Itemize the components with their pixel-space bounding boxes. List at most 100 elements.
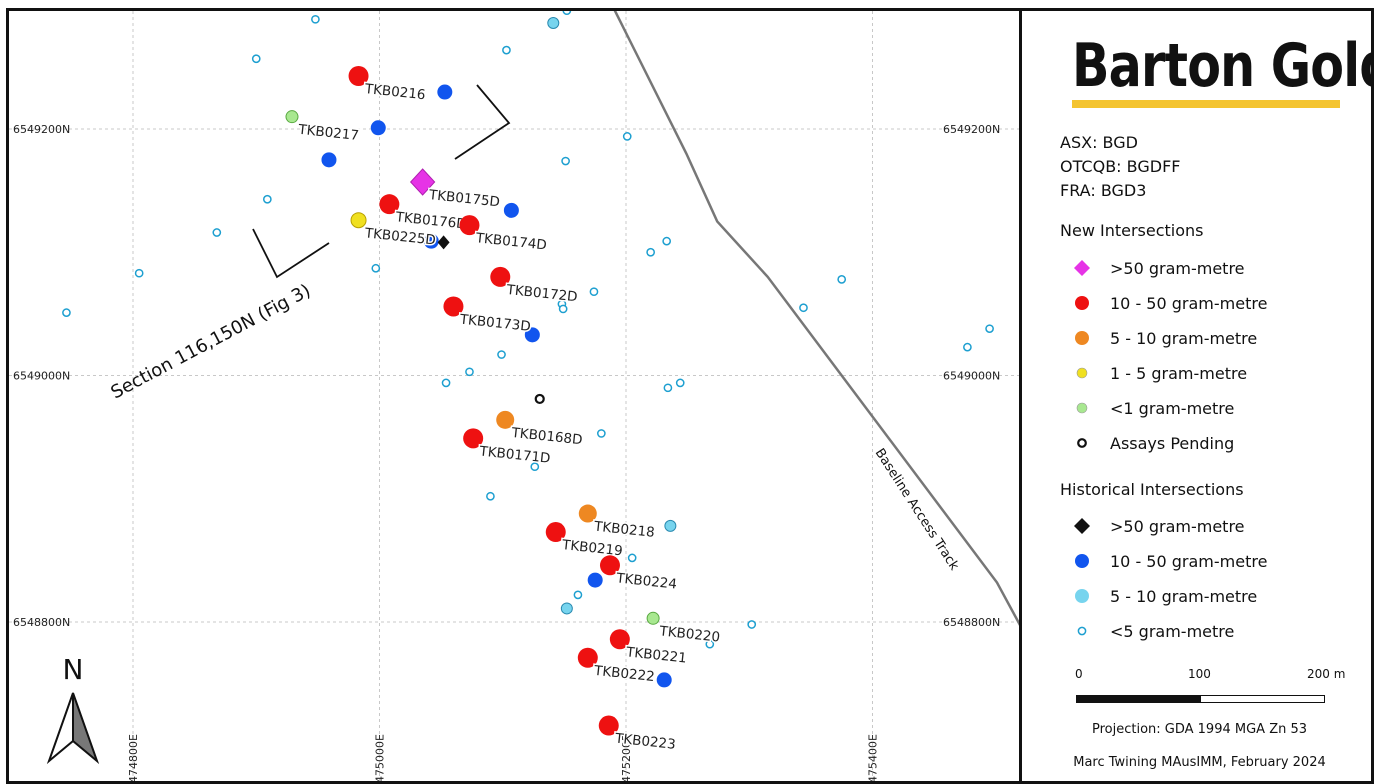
hist-lt5-marker <box>705 639 715 649</box>
legend-item-label: <1 gram-metre <box>1110 398 1235 418</box>
drillhole-tkb0173d: TKB0173D <box>443 296 533 336</box>
hist-5-10-marker <box>560 602 573 615</box>
hist-10-50-marker <box>587 572 603 588</box>
legend-item-label: 1 - 5 gram-metre <box>1110 363 1248 383</box>
new-r10_50-marker <box>598 715 619 736</box>
drillhole-label: TKB0168D <box>510 425 583 448</box>
north-arrow-label: N <box>63 653 84 686</box>
legend-item-label: 10 - 50 gram-metre <box>1110 293 1268 313</box>
legend-symbol-icon <box>1075 589 1089 603</box>
hist-lt5-marker <box>251 54 261 64</box>
drillhole-tkb0216: TKB0216 <box>348 66 428 105</box>
hist-10-50-marker <box>321 152 337 168</box>
new-r10_50-marker <box>545 522 566 543</box>
hist-lt5-marker <box>561 156 570 166</box>
north-arrow: N <box>46 653 100 765</box>
hist-10-50-marker <box>423 233 439 249</box>
hist-lt5-marker <box>311 14 320 24</box>
new-gt50-marker <box>409 168 436 196</box>
grid-lines: 474800E 475000E 475200E 475400E 6549200N 6549… <box>9 11 1019 783</box>
drillhole-tkb0174d: TKB0174D <box>459 215 549 255</box>
hist-lt5-marker <box>62 308 71 317</box>
hist-lt5-marker <box>675 378 685 388</box>
legend-item-label: 5 - 10 gram-metre <box>1110 586 1258 606</box>
map-figure: 474800E 475000E 475200E 475400E 6549200N 6549… <box>6 8 1374 784</box>
access-track <box>613 11 1019 626</box>
scale-label-0: 0 <box>1075 667 1083 681</box>
hist-lt5-marker <box>799 303 808 313</box>
new-r10_50-marker <box>459 215 480 236</box>
legend-symbol-icon <box>1074 260 1090 276</box>
new-r10_50-marker <box>463 428 484 449</box>
legend-item: 1 - 5 gram-metre <box>1070 361 1247 385</box>
legend-item: >50 gram-metre <box>1070 256 1245 280</box>
legend-symbol-icon <box>1076 402 1088 414</box>
grid-label-y-left: 6548800N <box>13 616 70 629</box>
ticker-fra: FRA: BGD3 <box>1060 181 1147 200</box>
hist-lt5-marker <box>985 324 994 334</box>
legend-new-title: New Intersections <box>1060 221 1204 240</box>
hist-10-50-marker <box>370 120 386 136</box>
new-r10_50-marker <box>348 66 369 87</box>
scale-label-100: 100 <box>1188 667 1211 681</box>
credit-note: Marc Twining MAusIMM, February 2024 <box>1073 755 1326 770</box>
drillhole-label: TKB0171D <box>478 443 551 466</box>
legend-item-label: 10 - 50 gram-metre <box>1110 551 1268 571</box>
drillhole-tkb0224: TKB0224 <box>599 555 679 594</box>
ticker-otcqb: OTCQB: BGDFF <box>1060 157 1181 176</box>
hist-lt5-marker <box>589 287 599 297</box>
hist-lt5-marker <box>465 367 474 377</box>
hist-lt5-marker <box>486 491 495 501</box>
legend-symbol-icon <box>1075 331 1089 345</box>
new-r1_5-marker <box>350 212 367 229</box>
drillhole-label: TKB0173D <box>458 311 531 334</box>
hist-lt5-marker <box>646 247 656 257</box>
legend-panel: Barton Gold ASX: BGD OTCQB: BGDFF FRA: B… <box>1019 11 1371 781</box>
hist-lt5-marker <box>622 132 632 141</box>
hist-lt5-marker <box>597 429 606 438</box>
legend-item: <5 gram-metre <box>1070 619 1234 643</box>
north-arrow-left <box>46 692 74 765</box>
legend-symbol-icon <box>1077 438 1087 448</box>
map-canvas: 474800E 475000E 475200E 475400E 6549200N 6549… <box>9 11 1019 783</box>
grid-label-x: 474800E <box>127 734 140 783</box>
grid-label-x: 475000E <box>374 734 387 783</box>
grid-label-x: 475200E <box>620 734 633 783</box>
legend-item-label: Assays Pending <box>1110 433 1235 453</box>
hist-lt5-marker <box>558 304 568 314</box>
drillhole-label: TKB0218 <box>592 519 655 541</box>
legend-symbol-icon <box>1077 626 1087 636</box>
section-label: Section 116,150N (Fig 3) <box>107 280 314 403</box>
hist-lt5-marker <box>371 263 381 273</box>
drillhole-tkb0223: TKB0223 <box>598 715 678 754</box>
section-tick-left <box>252 228 330 279</box>
hist-lt5-marker <box>573 590 583 600</box>
legend-item-label: <5 gram-metre <box>1110 621 1235 641</box>
hist-lt5-marker <box>562 11 572 16</box>
hist-lt5-marker <box>502 45 511 55</box>
legend-item: 5 - 10 gram-metre <box>1070 584 1257 608</box>
drillhole-tkb0175d: TKB0175D <box>409 168 502 212</box>
section-line <box>252 84 511 279</box>
legend-item: 10 - 50 gram-metre <box>1070 549 1267 573</box>
ticker-asx: ASX: BGD <box>1060 133 1138 152</box>
drillhole-label: TKB0217 <box>297 122 360 144</box>
new-r10_50-marker <box>379 194 400 215</box>
legend-symbol-icon <box>1076 367 1088 379</box>
drillhole-label: TKB0224 <box>615 570 678 592</box>
legend-symbol-icon <box>1074 518 1090 534</box>
scale-label-200: 200 m <box>1307 667 1346 681</box>
hist-lt5-marker <box>963 342 972 352</box>
track-label: Baseline Access Track <box>872 446 962 574</box>
scale-bar <box>1076 695 1325 703</box>
legend-historical-title: Historical Intersections <box>1060 480 1244 499</box>
legend-item: >50 gram-metre <box>1070 514 1245 538</box>
legend-item-label: 5 - 10 gram-metre <box>1110 328 1258 348</box>
north-arrow-right <box>72 692 100 765</box>
drillhole-tkb0168d: TKB0168D <box>496 410 585 450</box>
hist-5-10-marker <box>664 519 677 532</box>
hist-10-50-marker <box>656 672 672 688</box>
hist-lt5-marker <box>262 194 272 204</box>
drillhole-tkb0171d: TKB0171D <box>463 428 553 468</box>
hist-lt5-marker <box>627 553 637 563</box>
